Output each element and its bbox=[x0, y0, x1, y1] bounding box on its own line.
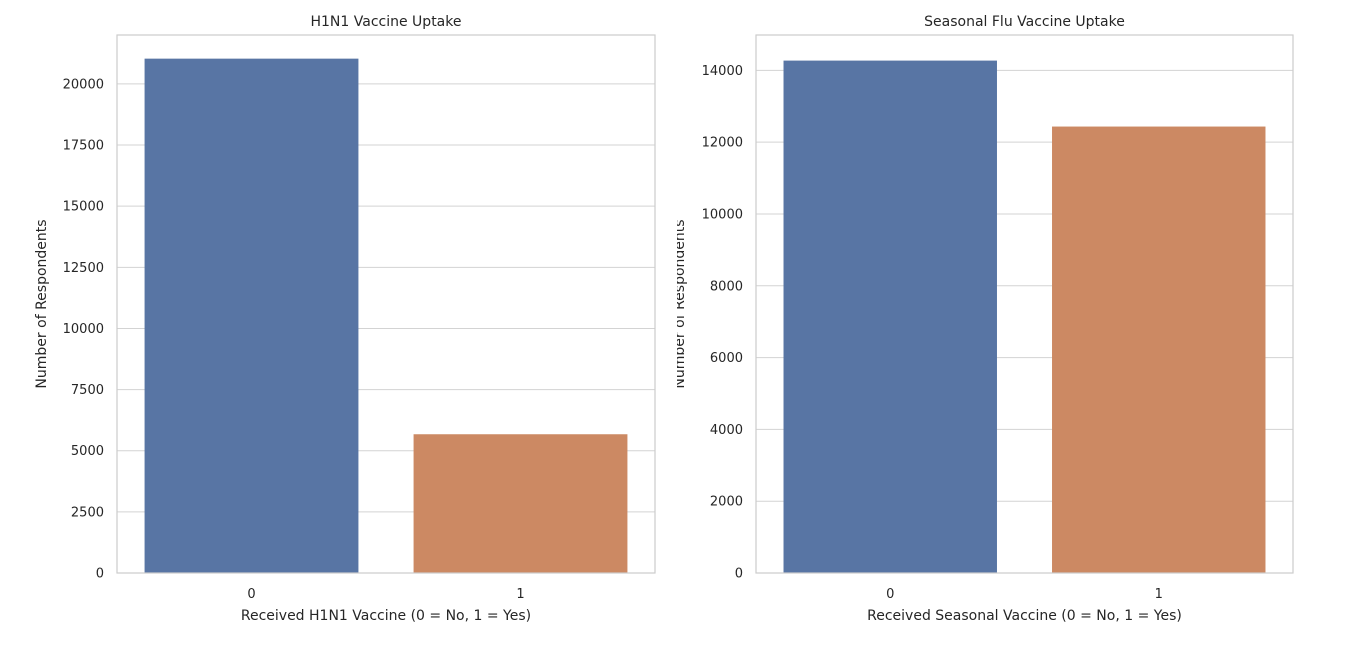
h1n1-x-axis-label: Received H1N1 Vaccine (0 = No, 1 = Yes) bbox=[241, 608, 531, 624]
h1n1-ytick-label: 10000 bbox=[63, 322, 104, 337]
seasonal-ytick-label: 0 bbox=[735, 567, 743, 582]
h1n1-bar-1 bbox=[413, 434, 628, 573]
seasonal-chart: 0 2000 4000 6000 8000 10000 12000 14000 0 1 Season… bbox=[677, 14, 1294, 624]
h1n1-ytick-label: 5000 bbox=[71, 444, 104, 459]
seasonal-ytick-label: 2000 bbox=[710, 495, 743, 510]
seasonal-ytick-label: 14000 bbox=[702, 64, 743, 79]
h1n1-chart-title: H1N1 Vaccine Uptake bbox=[311, 14, 462, 30]
seasonal-ytick-label: 12000 bbox=[702, 136, 743, 151]
seasonal-chart-title: Seasonal Flu Vaccine Uptake bbox=[924, 14, 1125, 30]
seasonal-ytick-label: 6000 bbox=[710, 351, 743, 366]
seasonal-ytick-label: 10000 bbox=[702, 207, 743, 222]
h1n1-ytick-label: 2500 bbox=[71, 505, 104, 520]
h1n1-ytick-label: 20000 bbox=[63, 77, 104, 92]
h1n1-y-axis-label: Number of Respondents bbox=[34, 219, 50, 388]
h1n1-chart: 0 2500 5000 7500 10000 12500 15000 17500 20000 0 1… bbox=[34, 14, 656, 624]
h1n1-ytick-label: 17500 bbox=[63, 139, 104, 154]
seasonal-xtick-label: 1 bbox=[1155, 587, 1163, 602]
seasonal-ytick-label: 8000 bbox=[710, 279, 743, 294]
seasonal-x-axis-label: Received Seasonal Vaccine (0 = No, 1 = Y… bbox=[867, 608, 1182, 624]
h1n1-bar-0 bbox=[144, 58, 359, 574]
seasonal-bar-0 bbox=[783, 60, 997, 574]
h1n1-ytick-label: 0 bbox=[96, 567, 104, 582]
h1n1-ytick-label: 12500 bbox=[63, 261, 104, 276]
h1n1-xtick-label: 0 bbox=[247, 587, 255, 602]
h1n1-ytick-label: 15000 bbox=[63, 200, 104, 215]
seasonal-y-axis-label: Number of Respondents bbox=[677, 219, 688, 388]
h1n1-xtick-label: 1 bbox=[516, 587, 524, 602]
seasonal-xtick-label: 0 bbox=[886, 587, 894, 602]
seasonal-bar-1 bbox=[1052, 126, 1266, 574]
h1n1-plot-frame bbox=[116, 34, 656, 574]
h1n1-ytick-label: 7500 bbox=[71, 383, 104, 398]
seasonal-ytick-label: 4000 bbox=[710, 423, 743, 438]
seasonal-plot-frame bbox=[755, 34, 1294, 574]
